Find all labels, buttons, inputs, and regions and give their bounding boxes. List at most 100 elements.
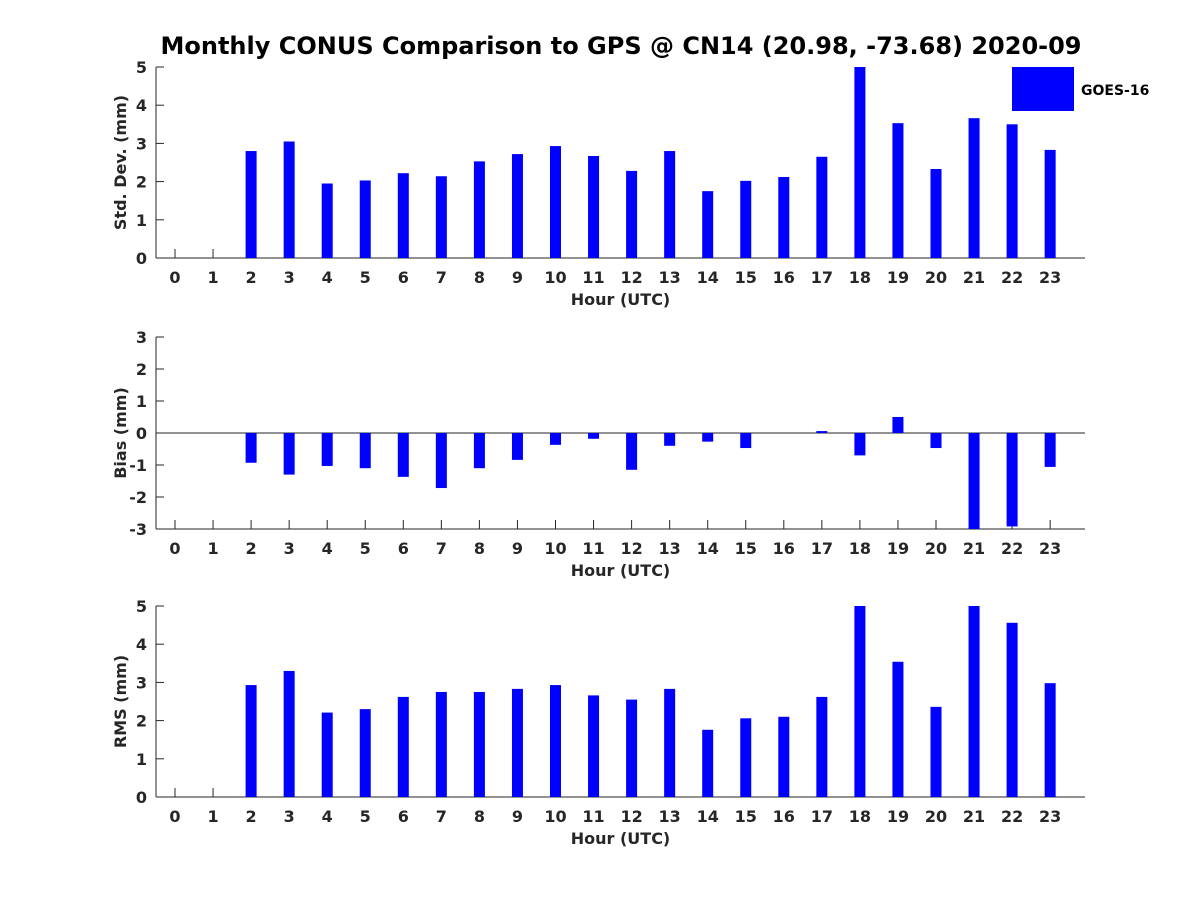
x-tick-label: 6	[398, 539, 409, 558]
y-tick-label: 3	[136, 134, 147, 153]
x-tick-label: 19	[887, 539, 909, 558]
x-tick-label: 10	[544, 807, 566, 826]
bar-hour-17	[816, 696, 828, 797]
bar-hour-6	[397, 696, 409, 797]
y-tick-label: 5	[136, 597, 147, 616]
x-tick-label: 1	[207, 539, 218, 558]
bar-hour-8	[473, 433, 485, 469]
x-axis-label: Hour (UTC)	[571, 829, 671, 848]
bar-hour-21	[968, 606, 980, 797]
bar-hour-2	[245, 151, 257, 258]
y-tick-label: 2	[136, 712, 147, 731]
bar-hour-3	[283, 670, 295, 797]
x-tick-label: 9	[512, 539, 523, 558]
bar-hour-6	[397, 173, 409, 258]
x-tick-label: 15	[735, 268, 757, 287]
x-tick-label: 8	[474, 807, 485, 826]
x-tick-label: 17	[811, 539, 833, 558]
bar-hour-8	[473, 161, 485, 258]
x-tick-label: 20	[925, 539, 947, 558]
chart-title: Monthly CONUS Comparison to GPS @ CN14 (…	[161, 32, 1082, 60]
x-tick-label: 4	[322, 807, 333, 826]
x-tick-label: 23	[1039, 807, 1061, 826]
x-tick-label: 17	[811, 807, 833, 826]
bar-hour-10	[550, 433, 561, 445]
bar-hour-15	[740, 718, 752, 797]
bar-hour-5	[359, 433, 371, 469]
x-tick-label: 7	[436, 539, 447, 558]
y-tick-label: 5	[136, 58, 147, 77]
x-tick-label: 8	[474, 268, 485, 287]
legend-label: GOES-16	[1081, 83, 1149, 99]
x-tick-label: 11	[582, 268, 604, 287]
bar-hour-9	[511, 433, 523, 460]
x-tick-label: 20	[925, 268, 947, 287]
bar-hour-13	[664, 688, 676, 797]
x-tick-label: 6	[398, 268, 409, 287]
y-axis-label: Bias (mm)	[111, 387, 130, 479]
bar-hour-20	[930, 433, 942, 449]
x-tick-label: 4	[322, 268, 333, 287]
bar-hour-2	[245, 685, 257, 797]
bar-hour-13	[664, 151, 676, 258]
bar-hour-22	[1006, 433, 1018, 527]
x-tick-label: 8	[474, 539, 485, 558]
x-tick-label: 23	[1039, 539, 1061, 558]
x-tick-label: 2	[246, 539, 257, 558]
x-tick-label: 10	[544, 539, 566, 558]
x-tick-label: 16	[773, 807, 795, 826]
x-tick-label: 12	[620, 268, 642, 287]
bar-hour-23	[1044, 433, 1056, 467]
x-tick-label: 0	[169, 268, 180, 287]
bar-hour-17	[816, 156, 828, 258]
bar-hour-18	[854, 67, 866, 258]
x-tick-label: 13	[659, 807, 681, 826]
y-tick-label: 0	[136, 249, 147, 268]
bar-hour-5	[359, 180, 371, 258]
x-tick-label: 2	[246, 807, 257, 826]
x-tick-label: 0	[169, 807, 180, 826]
x-tick-label: 19	[887, 807, 909, 826]
x-tick-label: 13	[659, 539, 681, 558]
x-tick-label: 21	[963, 539, 985, 558]
bar-hour-23	[1044, 683, 1056, 797]
x-tick-label: 22	[1001, 807, 1023, 826]
x-tick-label: 3	[284, 268, 295, 287]
x-tick-label: 15	[735, 807, 757, 826]
bar-hour-11	[588, 433, 600, 439]
bar-hour-18	[854, 433, 866, 456]
x-axis-label: Hour (UTC)	[571, 561, 671, 580]
x-tick-label: 7	[436, 268, 447, 287]
y-tick-label: -1	[129, 456, 147, 475]
x-tick-label: 10	[544, 268, 566, 287]
bar-hour-21	[968, 118, 980, 258]
bar-hour-13	[664, 433, 676, 446]
y-tick-label: 2	[136, 173, 147, 192]
x-tick-label: 11	[582, 807, 604, 826]
x-tick-label: 9	[512, 807, 523, 826]
bar-hour-7	[435, 691, 447, 797]
bar-hour-6	[397, 433, 409, 477]
y-tick-label: 1	[136, 750, 147, 769]
x-tick-label: 21	[963, 268, 985, 287]
bar-hour-15	[740, 180, 752, 258]
bar-hour-14	[702, 191, 714, 258]
x-tick-label: 17	[811, 268, 833, 287]
x-tick-label: 14	[697, 539, 719, 558]
bar-hour-3	[283, 433, 295, 475]
x-tick-label: 22	[1001, 539, 1023, 558]
x-tick-label: 4	[322, 539, 333, 558]
bar-hour-9	[511, 688, 523, 797]
x-tick-label: 7	[436, 807, 447, 826]
bar-hour-12	[626, 170, 638, 258]
y-tick-label: 0	[136, 788, 147, 807]
x-tick-label: 21	[963, 807, 985, 826]
x-tick-label: 5	[360, 539, 371, 558]
bar-hour-11	[588, 695, 600, 797]
x-tick-label: 13	[659, 268, 681, 287]
